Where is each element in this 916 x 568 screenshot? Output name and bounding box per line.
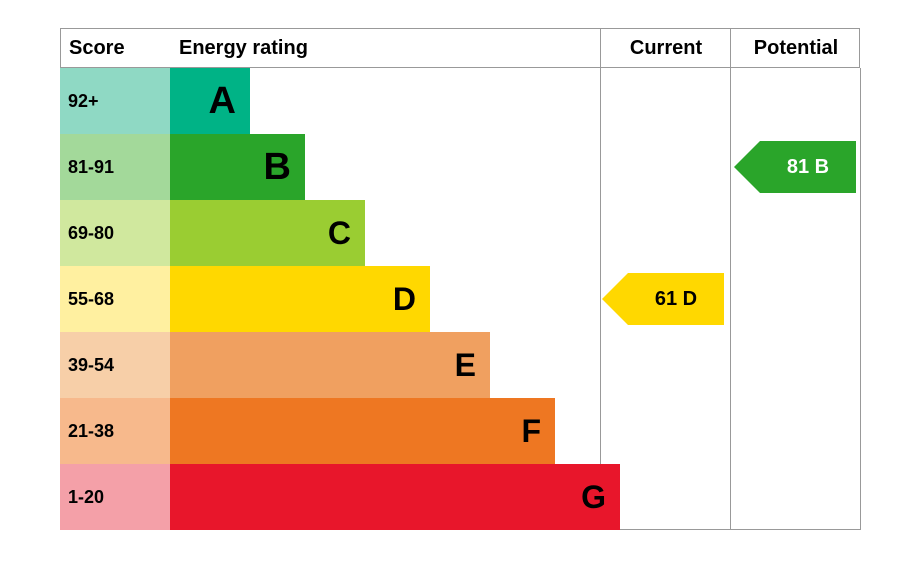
score-e: 39-54 bbox=[60, 332, 170, 398]
letter-b: B bbox=[170, 134, 305, 200]
bar-f: F bbox=[170, 398, 555, 464]
pointer-potential: 81 B bbox=[734, 141, 856, 193]
bar-d: D bbox=[170, 266, 430, 332]
band-row-d: 55-68 D bbox=[60, 266, 860, 332]
band-row-f: 21-38 F bbox=[60, 398, 860, 464]
score-g: 1-20 bbox=[60, 464, 170, 530]
header-score: Score bbox=[61, 29, 171, 67]
frame-right bbox=[860, 68, 861, 530]
bar-b: B bbox=[170, 134, 305, 200]
pointer-potential-label: 81 B bbox=[760, 141, 856, 193]
header-row: Score Energy rating Current Potential bbox=[60, 28, 860, 68]
bar-e: E bbox=[170, 332, 490, 398]
pointer-current-label: 61 D bbox=[628, 273, 724, 325]
score-d: 55-68 bbox=[60, 266, 170, 332]
header-rating: Energy rating bbox=[171, 29, 601, 67]
score-b: 81-91 bbox=[60, 134, 170, 200]
bar-c: C bbox=[170, 200, 365, 266]
letter-c: C bbox=[170, 200, 365, 266]
band-row-e: 39-54 E bbox=[60, 332, 860, 398]
bar-g: G bbox=[170, 464, 620, 530]
header-current: Current bbox=[601, 29, 731, 67]
pointer-current-arrow bbox=[602, 273, 628, 325]
score-c: 69-80 bbox=[60, 200, 170, 266]
bar-a: A bbox=[170, 68, 250, 134]
epc-chart: Score Energy rating Current Potential 92… bbox=[0, 0, 916, 568]
score-a: 92+ bbox=[60, 68, 170, 134]
pointer-potential-arrow bbox=[734, 141, 760, 193]
letter-a: A bbox=[170, 68, 250, 134]
pointer-current: 61 D bbox=[602, 273, 724, 325]
band-row-a: 92+ A bbox=[60, 68, 860, 134]
letter-g: G bbox=[170, 464, 620, 530]
letter-d: D bbox=[170, 266, 430, 332]
letter-f: F bbox=[170, 398, 555, 464]
band-row-g: 1-20 G bbox=[60, 464, 860, 530]
score-f: 21-38 bbox=[60, 398, 170, 464]
band-row-c: 69-80 C bbox=[60, 200, 860, 266]
letter-e: E bbox=[170, 332, 490, 398]
header-potential: Potential bbox=[731, 29, 861, 67]
